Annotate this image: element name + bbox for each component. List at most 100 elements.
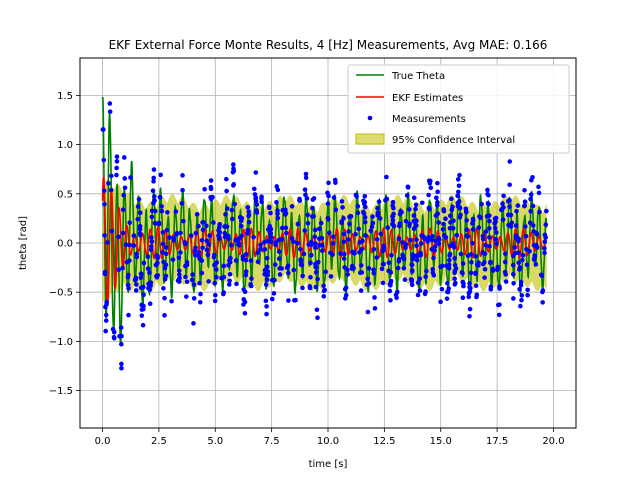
measurement-point [246,219,252,225]
measurement-point [501,193,506,199]
measurement-point [138,232,143,238]
measurement-point [467,313,472,319]
measurement-point [446,266,452,271]
measurement-point [217,236,222,241]
measurement-point [387,288,393,294]
measurement-point [128,175,133,180]
measurement-point [119,365,124,371]
measurement-point [456,189,461,195]
measurement-point [171,235,177,241]
measurement-point [508,224,514,229]
measurement-point [271,291,277,296]
measurement-point [362,194,368,199]
measurement-point [200,245,205,251]
measurement-point [217,230,223,235]
measurement-point [529,177,534,183]
measurement-point [341,216,346,221]
measurement-point [134,251,140,257]
measurement-point [229,216,235,222]
ekf-estimate-line [101,175,548,307]
measurement-point [272,277,277,283]
measurement-point [139,307,145,312]
measurement-point [455,177,461,182]
measurement-point [213,292,218,298]
measurement-point [188,233,194,239]
measurement-point [274,199,279,205]
measurement-point [423,274,428,280]
measurement-point [192,248,198,254]
measurement-point [428,178,433,184]
measurement-point [302,228,308,233]
measurement-point [488,286,494,292]
measurement-point [298,258,304,264]
measurement-point [390,199,396,205]
measurement-point [485,201,491,206]
measurement-point [411,195,417,201]
measurement-point [490,268,496,273]
legend-measurements-swatch [367,115,373,121]
measurement-point [193,230,199,236]
measurement-point [148,247,154,253]
measurement-point [343,292,349,298]
measurement-point [381,261,386,267]
measurement-point [513,233,519,239]
measurement-point [359,246,364,252]
measurement-point [356,226,362,232]
measurement-point [214,274,219,280]
measurement-point [345,267,350,273]
measurement-point [212,298,218,304]
measurement-point [196,223,201,229]
measurement-point [544,208,549,214]
measurement-point [204,223,209,229]
measurement-point [339,220,344,226]
measurement-point [354,194,359,199]
measurement-point [277,266,282,271]
measurement-point [410,254,416,259]
measurement-point [264,264,270,270]
measurement-point [231,168,237,174]
measurement-point [435,200,440,205]
measurement-point [152,220,158,226]
measurement-point [300,273,305,279]
measurement-point [204,247,210,253]
measurement-point [388,280,394,285]
measurement-point [114,154,120,159]
measurement-point [456,183,462,189]
measurement-point [426,205,432,211]
measurement-point [231,183,236,188]
measurement-point [107,101,113,106]
measurement-point [246,209,252,214]
measurement-point [201,220,206,225]
measurement-point [413,206,418,212]
measurement-point [330,252,335,257]
measurement-point [352,249,357,255]
measurement-point [396,259,402,264]
measurement-point [511,296,516,301]
measurement-point [454,232,460,238]
measurement-point [447,257,452,263]
measurement-point [473,253,479,259]
measurement-point [198,291,203,297]
y-tick-label: −1.0 [49,337,73,348]
measurement-point [133,288,139,293]
measurement-point [197,280,202,286]
measurement-point [266,227,271,232]
measurement-point [355,203,361,209]
measurement-point [444,296,450,301]
measurement-point [295,221,301,227]
measurement-point [206,279,211,284]
measurement-point [283,225,289,231]
measurement-point [338,251,343,256]
measurement-point [275,187,281,193]
legend-true-theta-label: True Theta [391,71,445,82]
measurement-point [518,282,524,288]
measurement-point [318,220,324,226]
measurement-point [407,221,412,227]
measurement-point [325,190,330,196]
measurement-point [108,187,114,193]
measurement-point [164,227,170,233]
measurement-point [284,230,289,236]
measurement-point [146,281,151,287]
measurement-point [447,253,452,258]
measurement-point [528,196,533,202]
